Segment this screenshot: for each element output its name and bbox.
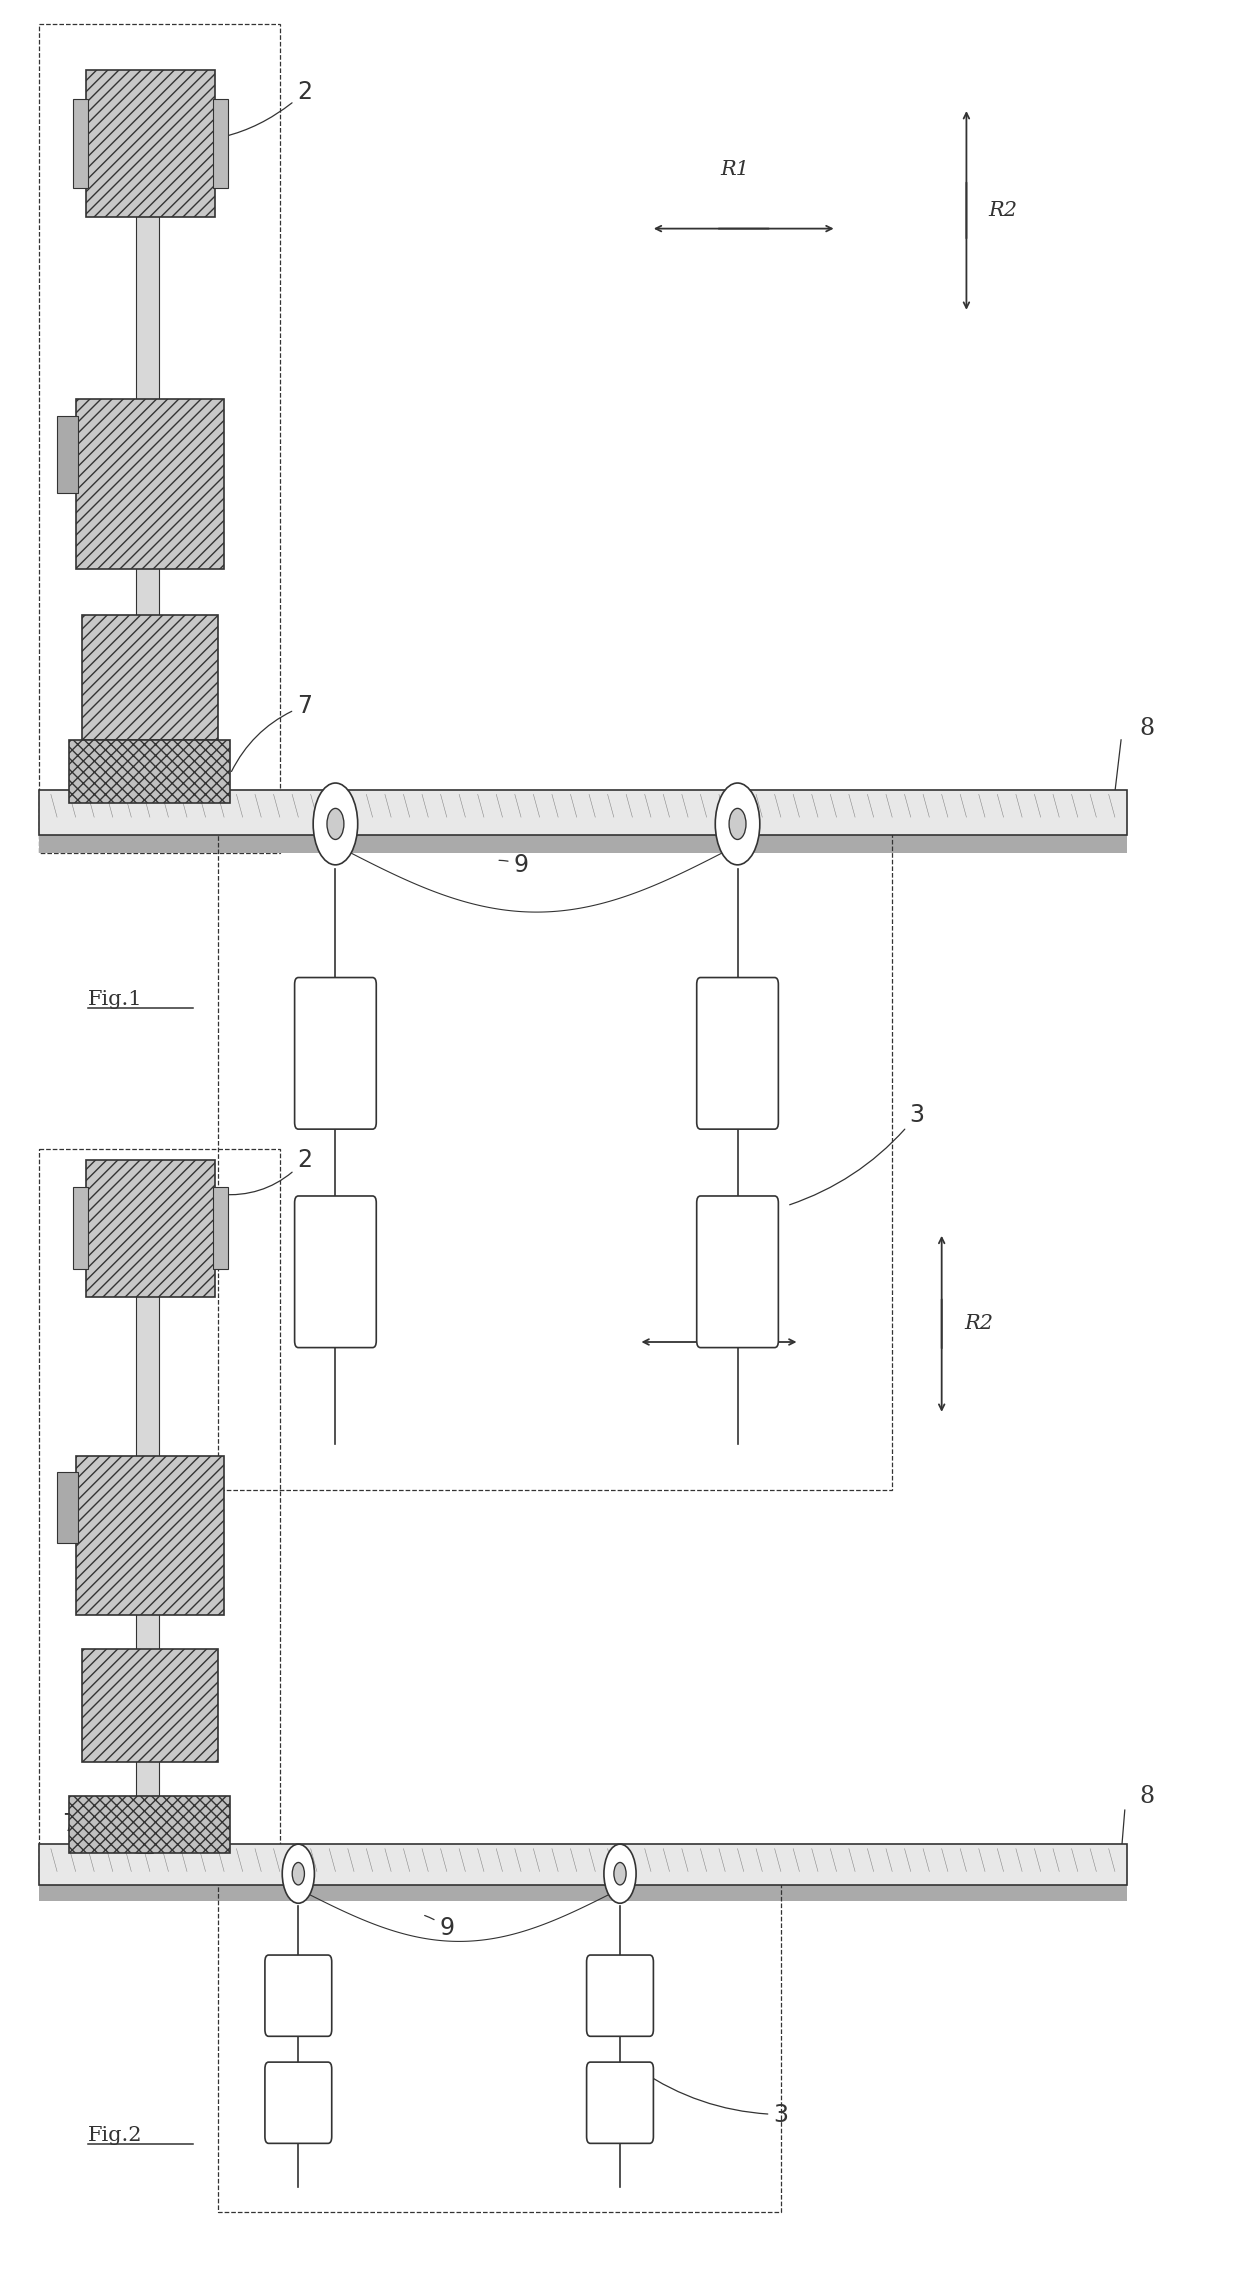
Text: 3: 3 [790, 1103, 925, 1206]
Bar [38, 25, 280, 853]
Bar [218, 830, 893, 1490]
Bar [73, 1188, 88, 1269]
Circle shape [327, 808, 343, 839]
FancyBboxPatch shape [697, 1197, 779, 1347]
Bar [213, 100, 228, 189]
Circle shape [715, 783, 760, 864]
Text: 8: 8 [1140, 1786, 1154, 1809]
Circle shape [283, 1845, 315, 1904]
FancyBboxPatch shape [265, 1954, 332, 2036]
Bar [38, 1149, 280, 1877]
FancyBboxPatch shape [587, 2061, 653, 2143]
Text: R2: R2 [988, 200, 1018, 221]
Circle shape [314, 783, 357, 864]
FancyBboxPatch shape [295, 1197, 376, 1347]
Text: R1: R1 [697, 1274, 725, 1292]
Text: 7: 7 [62, 1811, 154, 1854]
Text: Fig.2: Fig.2 [88, 2125, 143, 2145]
FancyBboxPatch shape [295, 978, 376, 1128]
Bar [213, 1188, 228, 1269]
Bar [38, 789, 1127, 835]
Bar [76, 1456, 224, 1615]
Text: 2: 2 [146, 80, 312, 141]
Text: 9: 9 [424, 1916, 454, 1941]
Bar [86, 71, 216, 216]
Circle shape [614, 1863, 626, 1886]
Circle shape [729, 808, 746, 839]
Bar [218, 1884, 781, 2211]
Bar [82, 614, 218, 739]
Text: Fig.1: Fig.1 [88, 990, 143, 1008]
Text: 7: 7 [232, 694, 312, 771]
Bar [69, 739, 231, 803]
Text: R2: R2 [963, 1315, 993, 1333]
Bar [69, 1797, 231, 1854]
Text: 3: 3 [641, 2070, 789, 2127]
Circle shape [604, 1845, 636, 1904]
Bar [38, 1845, 1127, 1886]
Circle shape [293, 1863, 305, 1886]
Bar [73, 100, 88, 189]
Text: 2: 2 [221, 1149, 312, 1194]
Text: 9: 9 [498, 853, 528, 876]
Bar [57, 1472, 78, 1542]
FancyBboxPatch shape [587, 1954, 653, 2036]
Bar [38, 1886, 1127, 1902]
Bar [136, 82, 159, 739]
Bar [57, 416, 78, 494]
Bar [76, 398, 224, 569]
FancyBboxPatch shape [265, 2061, 332, 2143]
Bar [82, 1649, 218, 1763]
Bar [38, 835, 1127, 853]
Text: 8: 8 [1140, 717, 1154, 739]
Text: R1: R1 [720, 159, 749, 180]
Bar [136, 1172, 159, 1797]
Bar [86, 1160, 216, 1297]
FancyBboxPatch shape [697, 978, 779, 1128]
